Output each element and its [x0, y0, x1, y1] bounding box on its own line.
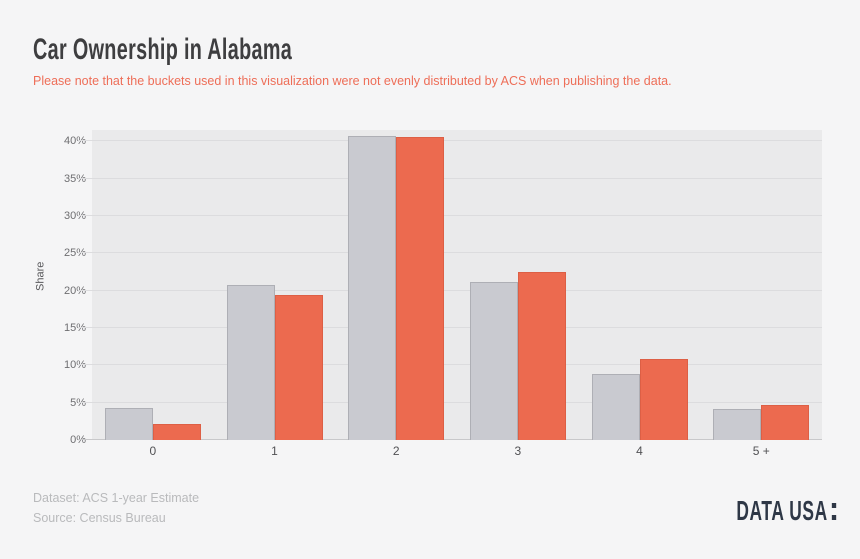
datausa-logo-text: DATA USA: [735, 495, 828, 526]
y-axis-ticks: 0% 5% 10% 15% 20% 25% 30% 35% 40%: [0, 0, 86, 559]
gridline: [78, 140, 822, 142]
y-tick-label: 15%: [63, 321, 86, 334]
bar-groups: [92, 130, 822, 440]
y-tick-label: 0%: [70, 434, 86, 446]
gridline: [78, 364, 822, 366]
bar-orange-series-5+[interactable]: [761, 404, 810, 440]
datausa-logo[interactable]: DATA USA: [736, 497, 836, 525]
bar-gray-series-3[interactable]: [469, 281, 518, 440]
gridline: [78, 439, 822, 440]
page-title: Car Ownership in Alabama: [33, 33, 293, 66]
bar-orange-series-3[interactable]: [517, 271, 566, 440]
gridline: [78, 177, 822, 179]
bar-gray-series-0[interactable]: [104, 407, 153, 440]
bar-gray-series-2[interactable]: [348, 135, 397, 440]
y-tick-label: 40%: [63, 135, 86, 148]
x-tick-label: 3: [514, 444, 522, 458]
x-axis-ticks: 0 1 2 3 4 5 +: [92, 444, 822, 458]
y-tick-label: 20%: [63, 284, 86, 297]
gridline: [78, 326, 822, 328]
bar-orange-series-1[interactable]: [274, 295, 323, 440]
bar-group: [457, 130, 579, 440]
x-tick-label: 2: [392, 444, 400, 458]
bar-orange-series-0[interactable]: [152, 423, 201, 440]
bar-gray-series-1[interactable]: [226, 285, 275, 440]
footer-dataset: Dataset: ACS 1-year Estimate: [33, 491, 200, 505]
bar-group: [335, 130, 457, 440]
bar-orange-series-2[interactable]: [396, 137, 445, 440]
bar-gray-series-4[interactable]: [591, 373, 640, 440]
y-axis-title: Share: [34, 261, 47, 291]
y-tick-label: 30%: [63, 209, 86, 222]
x-tick-label: 1: [271, 444, 278, 458]
bar-group: [700, 130, 822, 440]
gridline: [78, 401, 822, 403]
footer-source: Source: Census Bureau: [33, 511, 166, 525]
chart-disclaimer: Please note that the buckets used in thi…: [33, 74, 672, 88]
x-tick-label: 0: [149, 444, 157, 458]
y-tick-label: 35%: [63, 172, 86, 185]
bar-group: [214, 130, 336, 440]
y-tick-label: 5%: [0, 397, 86, 409]
x-tick-label: 4: [636, 444, 643, 458]
x-tick-label: 5 +: [752, 444, 770, 458]
bar-orange-series-4[interactable]: [639, 358, 688, 440]
gridline: [78, 289, 822, 291]
plot-area: [78, 130, 822, 440]
bar-gray-series-5+[interactable]: [713, 408, 762, 440]
y-tick-label: 10%: [63, 359, 86, 372]
bar-group: [579, 130, 701, 440]
gridline: [78, 214, 822, 216]
y-tick-label: 25%: [63, 247, 86, 260]
datausa-colon-icon: [831, 503, 836, 520]
gridline: [78, 252, 822, 254]
bar-group: [92, 130, 214, 440]
